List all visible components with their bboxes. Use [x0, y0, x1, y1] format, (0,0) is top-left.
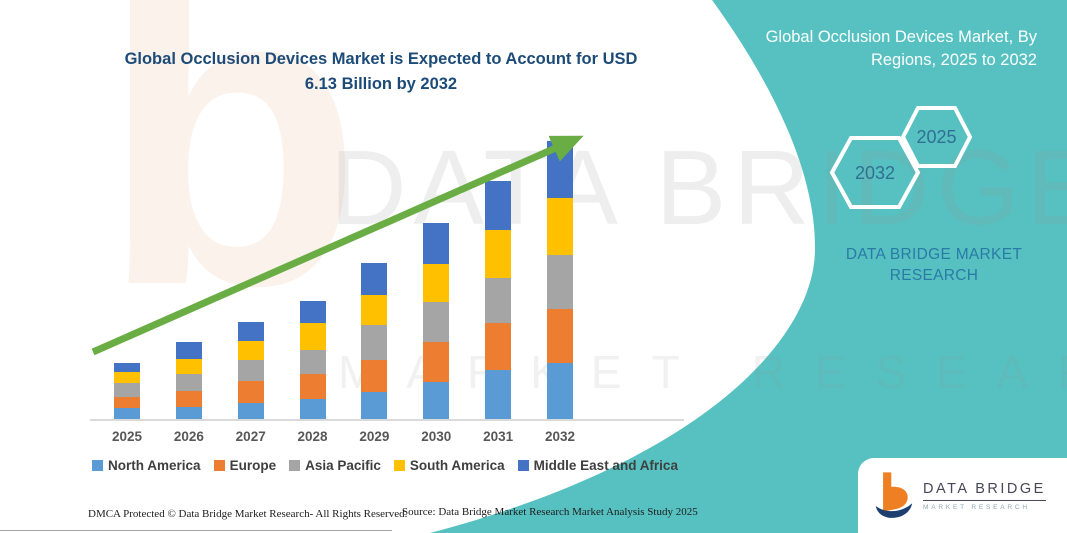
- bar-segment-asia-pacific: [114, 383, 140, 397]
- bar-2030: [423, 129, 450, 419]
- bar-segment-north-america: [237, 403, 264, 419]
- x-axis-label-2029: 2029: [359, 429, 390, 444]
- legend-label: South America: [409, 458, 505, 473]
- legend-label: Europe: [229, 458, 277, 473]
- bar-2026: [175, 129, 202, 419]
- bottom-divider: [0, 530, 392, 531]
- side-panel-title-line2: Regions, 2025 to 2032: [870, 51, 1037, 69]
- bar-segment-north-america: [485, 370, 512, 419]
- bar-segment-middle-east-and-africa: [299, 301, 326, 323]
- dmca-notice: DMCA Protected © Data Bridge Market Rese…: [88, 508, 408, 520]
- bar-segment-middle-east-and-africa: [423, 223, 450, 264]
- legend-swatch: [213, 460, 225, 471]
- bar-2027: [237, 129, 264, 419]
- brand-text-line1: DATA BRIDGE MARKET: [845, 246, 1023, 263]
- bar-segment-north-america: [423, 382, 450, 419]
- logo-subtitle: MARKET RESEARCH: [923, 503, 1030, 511]
- legend-item-middle-east-and-africa: Middle East and Africa: [517, 458, 678, 473]
- bar-segment-europe: [299, 374, 326, 399]
- bar-segment-asia-pacific: [546, 255, 573, 309]
- bar-segment-asia-pacific: [361, 325, 388, 360]
- bar-segment-south-america: [299, 323, 326, 350]
- bar-segment-europe: [114, 397, 140, 408]
- x-axis-label-2031: 2031: [483, 429, 514, 444]
- chart-legend: North America Europe Asia Pacific South Ame…: [85, 458, 685, 473]
- bar-segment-north-america: [546, 363, 573, 419]
- x-axis-label-2030: 2030: [421, 429, 452, 444]
- source-note: Source: Data Bridge Market Research Mark…: [402, 506, 698, 518]
- bar-segment-middle-east-and-africa: [485, 181, 512, 230]
- legend-label: Middle East and Africa: [533, 458, 678, 473]
- x-axis-label-2026: 2026: [173, 429, 204, 444]
- bar-segment-asia-pacific: [237, 360, 264, 381]
- bar-segment-middle-east-and-africa: [361, 263, 388, 295]
- bar-segment-europe: [237, 381, 264, 403]
- side-panel-brand-text: DATA BRIDGE MARKET RESEARCH: [828, 244, 1040, 286]
- legend-item-south-america: South America: [393, 458, 505, 473]
- hexagon-2025: 2025: [900, 106, 973, 168]
- bar-segment-europe: [485, 323, 512, 370]
- bar-2028: [299, 129, 326, 419]
- bar-segment-asia-pacific: [485, 278, 512, 323]
- bar-2025: [114, 129, 140, 419]
- bar-2032: [546, 129, 573, 419]
- brand-text-line2: RESEARCH: [889, 267, 979, 284]
- data-bridge-logo-box: DATA BRIDGE MARKET RESEARCH: [858, 458, 1067, 533]
- legend-swatch: [92, 460, 104, 471]
- bar-segment-asia-pacific: [175, 374, 202, 391]
- bar-segment-south-america: [114, 372, 140, 383]
- bar-2029: [361, 129, 388, 419]
- bar-segment-north-america: [114, 408, 140, 419]
- chart-title-line2: 6.13 Billion by 2032: [304, 75, 458, 93]
- chart-title-line1: Global Occlusion Devices Market is Expec…: [124, 50, 638, 68]
- bar-segment-south-america: [175, 359, 202, 374]
- bar-segment-north-america: [299, 399, 326, 419]
- hexagon-2025-label: 2025: [916, 127, 956, 147]
- bar-segment-south-america: [361, 295, 388, 325]
- x-axis-label-2032: 2032: [544, 429, 575, 444]
- legend-item-asia-pacific: Asia Pacific: [289, 458, 381, 473]
- legend-item-north-america: North America: [92, 458, 201, 473]
- bar-segment-south-america: [237, 341, 264, 360]
- data-bridge-b-icon: [875, 471, 913, 518]
- x-axis-line: [90, 419, 684, 421]
- bar-segment-europe: [361, 360, 388, 392]
- legend-label: North America: [108, 458, 201, 473]
- side-panel-title: Global Occlusion Devices Market, By Regi…: [707, 26, 1037, 72]
- x-axis-label-2027: 2027: [235, 429, 266, 444]
- x-axis-label-2025: 2025: [111, 429, 143, 444]
- bar-segment-south-america: [546, 198, 573, 255]
- bar-segment-europe: [423, 342, 450, 382]
- chart-title: Global Occlusion Devices Market is Expec…: [100, 47, 662, 97]
- bar-segment-middle-east-and-africa: [237, 322, 264, 341]
- bar-segment-asia-pacific: [423, 302, 450, 342]
- bar-segment-south-america: [423, 264, 450, 302]
- legend-item-europe: Europe: [213, 458, 277, 473]
- bar-segment-europe: [175, 391, 202, 407]
- bar-segment-europe: [546, 309, 573, 363]
- logo-name: DATA BRIDGE: [923, 481, 1046, 501]
- year-hexagons: 2032 2025: [829, 106, 973, 209]
- x-axis-label-2028: 2028: [297, 429, 328, 444]
- bar-segment-middle-east-and-africa: [114, 363, 140, 372]
- legend-swatch: [517, 460, 529, 471]
- bar-segment-middle-east-and-africa: [546, 141, 573, 198]
- legend-swatch: [289, 460, 301, 471]
- bar-segment-asia-pacific: [299, 350, 326, 374]
- bar-segment-north-america: [175, 407, 202, 419]
- bar-segment-middle-east-and-africa: [175, 342, 202, 359]
- bar-segment-north-america: [361, 392, 388, 419]
- legend-label: Asia Pacific: [305, 458, 381, 473]
- bar-segment-south-america: [485, 230, 512, 278]
- legend-swatch: [393, 460, 405, 471]
- hexagon-2032: 2032: [829, 136, 921, 209]
- side-panel-title-line1: Global Occlusion Devices Market, By: [765, 28, 1037, 46]
- hexagon-2032-label: 2032: [855, 163, 895, 183]
- bar-2031: [485, 129, 512, 419]
